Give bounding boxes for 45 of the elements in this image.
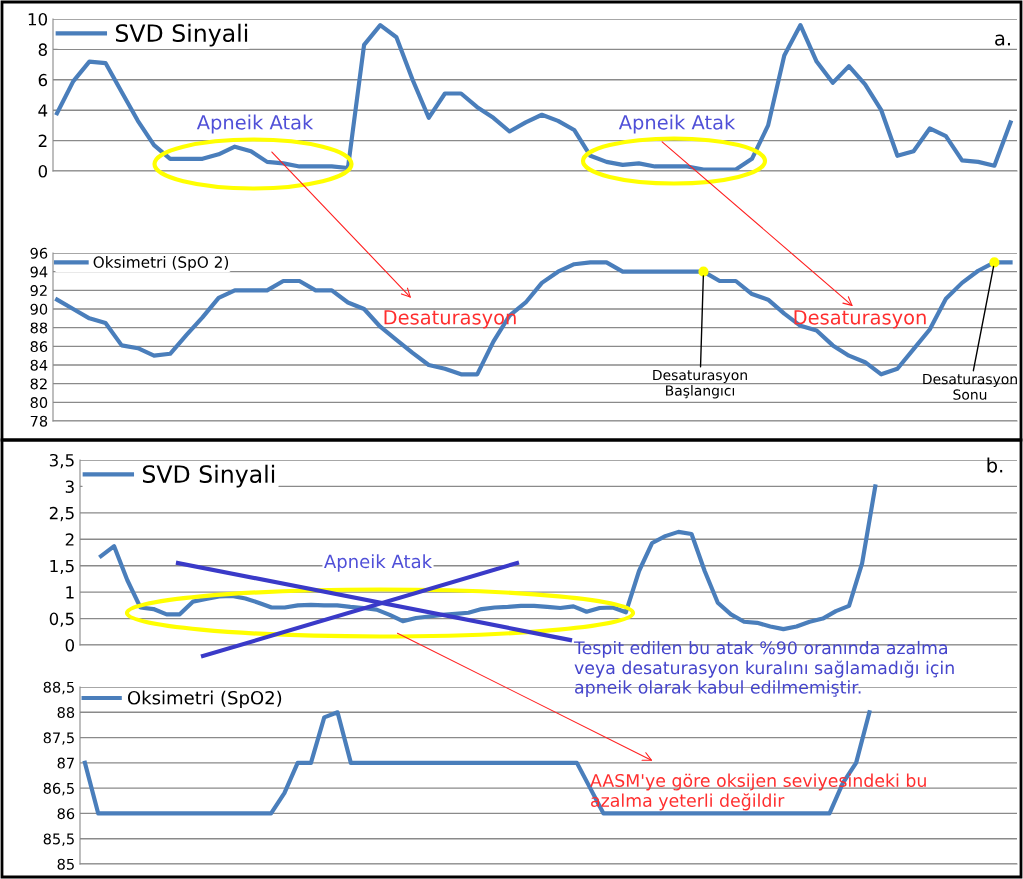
- y-tick-label: 0,5: [49, 612, 74, 627]
- y-tick-label: 94: [30, 266, 48, 278]
- annotation: Apneik Atak: [196, 114, 314, 134]
- annotation: a.: [995, 34, 1010, 46]
- line-series: [54, 22, 1013, 171]
- y-tick-label: 2,5: [49, 506, 74, 522]
- y-tick-label: 0: [38, 164, 48, 178]
- y-tick-label: 87: [57, 757, 74, 769]
- y-tick-label: 84: [30, 359, 48, 371]
- y-tick-label: 92: [30, 285, 47, 297]
- y-tick-label: 86: [57, 808, 75, 820]
- y-tick-label: 86: [30, 341, 48, 353]
- y-tick-label: 78: [30, 415, 48, 427]
- annotation: Desaturasyon: [794, 310, 926, 329]
- y-tick-label: 90: [30, 303, 48, 315]
- y-tick-label: 1: [66, 586, 74, 599]
- y-tick-label: 0: [65, 638, 75, 652]
- y-tick-label: 8: [38, 43, 47, 56]
- annotation: Apneik Atak: [324, 554, 433, 572]
- y-tick-label: 6: [38, 73, 48, 87]
- y-tick-label: 88,5: [43, 681, 74, 695]
- y-tick-label: 85: [57, 858, 74, 870]
- y-tick-label: 85,5: [43, 833, 74, 846]
- legend-label: SVD Sinyali: [142, 464, 275, 488]
- y-tick-label: 2: [38, 134, 47, 147]
- y-tick-label: 4: [38, 104, 48, 117]
- y-tick-label: 80: [30, 397, 48, 409]
- y-tick-label: 3: [65, 480, 74, 493]
- y-tick-label: 96: [30, 247, 48, 259]
- y-tick-label: 86,5: [43, 782, 74, 796]
- y-tick-label: 88: [57, 707, 75, 719]
- y-tick-label: 10: [28, 12, 48, 26]
- legend-label: SVD Sinyali: [115, 23, 248, 47]
- y-tick-label: 87,5: [43, 732, 74, 745]
- y-tick-label: 3,5: [49, 453, 74, 469]
- y-tick-label: 82: [30, 378, 47, 390]
- legend-label: Oksimetri (SpO2): [127, 690, 282, 709]
- y-tick-label: 2: [65, 533, 74, 546]
- text: b.: [987, 457, 1003, 473]
- legend-label: Oksimetri (SpO 2): [93, 256, 229, 271]
- annotation: Desaturasyon Başlangıcı: [653, 369, 747, 399]
- annotation: Apneik Atak: [618, 114, 736, 134]
- y-tick-label: 1,5: [50, 559, 74, 574]
- y-tick-label: 88: [30, 322, 48, 334]
- annotation: Desaturasyon Sonu: [923, 373, 1017, 400]
